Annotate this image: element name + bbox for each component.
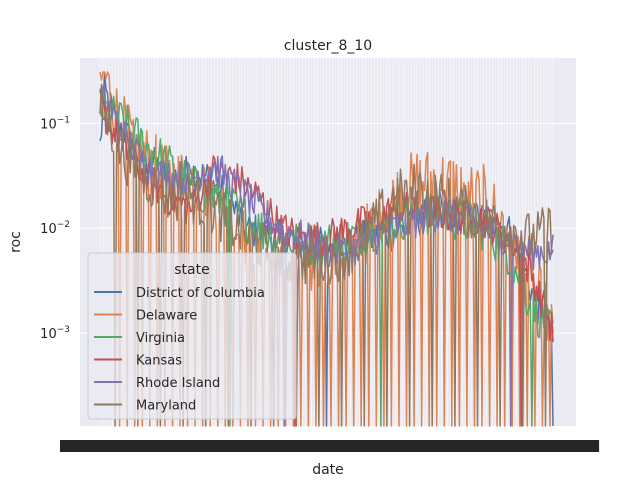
chart-title: cluster_8_10 xyxy=(284,38,372,54)
x-tick-labels xyxy=(60,440,600,452)
y-tick-exponent: −1 xyxy=(57,115,70,125)
x-tick-label xyxy=(585,440,600,452)
legend: state District of Columbia Delaware Virgin… xyxy=(87,252,297,420)
y-tick-label: 10−1 xyxy=(40,115,70,132)
legend-label: Delaware xyxy=(136,309,197,324)
x-axis-label: date xyxy=(312,462,344,478)
y-tick-labels: 10−110−210−3 xyxy=(40,115,70,342)
legend-label: Kansas xyxy=(136,354,182,369)
series-line-district-of-columbia xyxy=(99,72,554,427)
y-tick-base: 10 xyxy=(40,222,57,237)
legend-box xyxy=(87,252,297,420)
legend-label: District of Columbia xyxy=(136,286,265,301)
legend-label: Rhode Island xyxy=(136,376,220,391)
legend-label: Maryland xyxy=(136,399,196,414)
y-tick-base: 10 xyxy=(40,117,57,132)
y-tick-exponent: −2 xyxy=(57,220,70,230)
y-axis-label: roc xyxy=(8,231,24,253)
y-tick-base: 10 xyxy=(40,327,57,342)
series-line-maryland xyxy=(99,83,554,427)
legend-label: Virginia xyxy=(136,331,185,346)
y-tick-label: 10−2 xyxy=(40,220,70,237)
legend-title: state xyxy=(174,262,209,278)
y-tick-label: 10−3 xyxy=(40,325,70,342)
series-lines xyxy=(99,71,554,427)
y-tick-exponent: −3 xyxy=(57,325,70,335)
